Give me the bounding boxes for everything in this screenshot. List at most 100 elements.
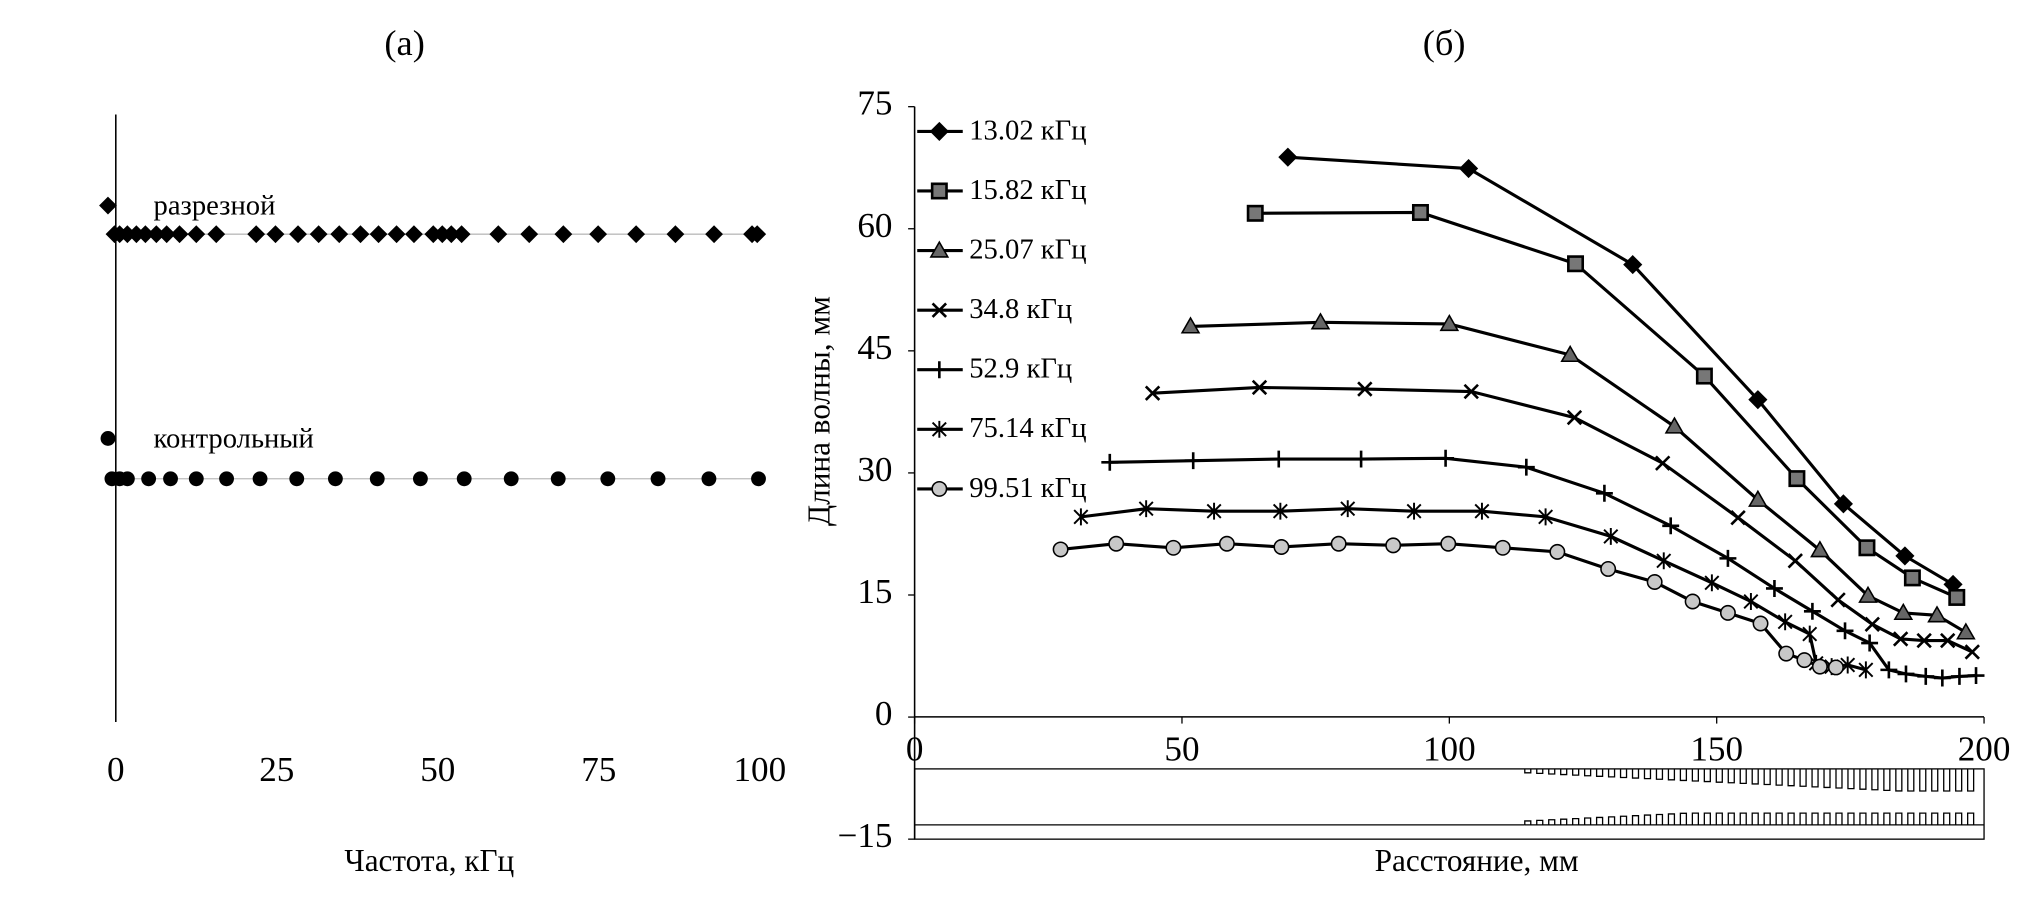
point bbox=[550, 471, 566, 487]
point bbox=[247, 225, 266, 244]
point bbox=[1895, 546, 1915, 566]
corrugation bbox=[1524, 812, 1985, 826]
point bbox=[1655, 455, 1671, 471]
legend-marker bbox=[931, 420, 947, 438]
point bbox=[1858, 661, 1874, 679]
point bbox=[1827, 659, 1844, 676]
point bbox=[1752, 615, 1769, 632]
point bbox=[1836, 622, 1854, 640]
legend-label: 99.51 кГц bbox=[969, 472, 1086, 504]
point bbox=[1278, 147, 1298, 167]
x-tick-label: 100 bbox=[1423, 729, 1476, 768]
panel-a-title: (а) bbox=[384, 23, 424, 63]
legend-label: разрезной bbox=[154, 190, 276, 222]
point bbox=[627, 225, 646, 244]
legend-marker bbox=[99, 196, 117, 215]
point bbox=[327, 471, 343, 487]
y-tick-label: 45 bbox=[857, 328, 892, 367]
point bbox=[1073, 508, 1089, 526]
legend-label: 52.9 кГц bbox=[969, 353, 1072, 385]
legend-label: 75.14 кГц bbox=[969, 412, 1086, 444]
y-tick-label: 15 bbox=[857, 572, 892, 611]
point bbox=[157, 225, 176, 244]
point bbox=[1778, 645, 1795, 662]
point bbox=[252, 471, 268, 487]
point bbox=[1566, 409, 1583, 426]
y-tick-label: 0 bbox=[875, 694, 893, 733]
panel-a-x-label: Частота, кГц bbox=[344, 843, 514, 878]
legend-label: 13.02 кГц bbox=[969, 114, 1086, 146]
point bbox=[1748, 390, 1768, 410]
series-line bbox=[1152, 385, 1973, 654]
point bbox=[1787, 553, 1803, 569]
point bbox=[1730, 509, 1746, 526]
point bbox=[1927, 605, 1947, 623]
point bbox=[1948, 588, 1966, 606]
point bbox=[119, 471, 135, 487]
point bbox=[589, 225, 608, 244]
point bbox=[1796, 652, 1813, 669]
point bbox=[1560, 344, 1580, 363]
point bbox=[289, 225, 307, 244]
point bbox=[1603, 527, 1619, 545]
point bbox=[1330, 535, 1347, 552]
point bbox=[1864, 616, 1880, 632]
point bbox=[1811, 658, 1828, 675]
point bbox=[452, 225, 471, 244]
point bbox=[330, 225, 349, 244]
point bbox=[1719, 604, 1736, 621]
point bbox=[1385, 537, 1402, 554]
point bbox=[1950, 667, 1968, 685]
point bbox=[1704, 574, 1720, 592]
point bbox=[666, 225, 685, 244]
point bbox=[289, 471, 305, 487]
point bbox=[456, 471, 472, 487]
y-tick-label: 75 bbox=[857, 84, 892, 123]
point bbox=[1916, 632, 1932, 649]
y-tick-label: −15 bbox=[838, 816, 893, 855]
x-tick-label: 0 bbox=[906, 729, 924, 768]
point bbox=[1101, 453, 1119, 471]
point bbox=[369, 471, 385, 487]
point bbox=[1595, 484, 1613, 502]
point bbox=[188, 471, 204, 487]
point bbox=[600, 471, 616, 487]
point bbox=[1439, 313, 1460, 332]
x-tick-label: 0 bbox=[107, 750, 125, 789]
point bbox=[1251, 379, 1268, 396]
point bbox=[1270, 450, 1288, 468]
point bbox=[369, 225, 388, 244]
point bbox=[163, 471, 178, 487]
point bbox=[405, 225, 423, 244]
point bbox=[1893, 602, 1914, 621]
point bbox=[1719, 549, 1737, 567]
point bbox=[1144, 385, 1161, 401]
point bbox=[1664, 416, 1685, 434]
point bbox=[751, 471, 766, 487]
point bbox=[1646, 574, 1663, 590]
point bbox=[1138, 500, 1154, 518]
point bbox=[1459, 158, 1479, 179]
point bbox=[309, 225, 328, 244]
point bbox=[1940, 632, 1956, 649]
point bbox=[554, 225, 573, 244]
legend-marker bbox=[931, 480, 948, 497]
x-tick-label: 25 bbox=[259, 750, 294, 789]
point bbox=[1538, 508, 1554, 526]
x-tick-label: 50 bbox=[1164, 729, 1199, 768]
point bbox=[187, 225, 206, 244]
point bbox=[489, 225, 508, 244]
point bbox=[1833, 494, 1853, 514]
point bbox=[1440, 535, 1457, 552]
legend-marker bbox=[931, 302, 948, 318]
legend-marker bbox=[929, 121, 949, 141]
point bbox=[1272, 502, 1288, 520]
point bbox=[170, 225, 189, 244]
point bbox=[1803, 602, 1821, 620]
point bbox=[1861, 634, 1879, 652]
point bbox=[1695, 367, 1713, 385]
point bbox=[1357, 381, 1373, 397]
legend-label: 34.8 кГц bbox=[969, 293, 1072, 325]
legend-marker bbox=[100, 431, 116, 446]
